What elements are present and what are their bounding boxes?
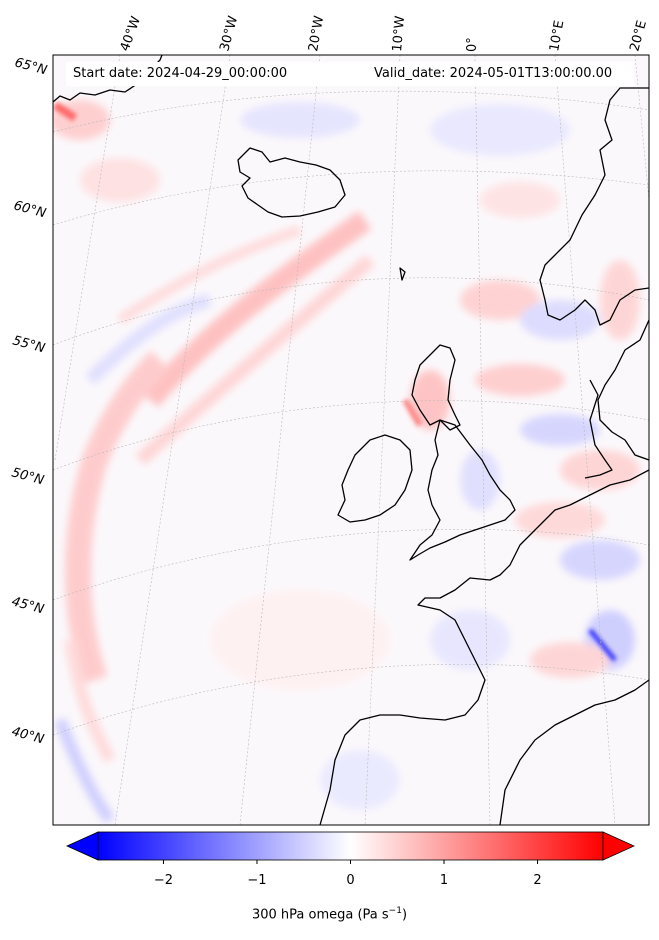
continent-coast [319,469,649,825]
omega-field [53,100,640,824]
longitude-labels: 40°W 30°W 20°W 10°W 0° 10°E 20°E [118,14,650,53]
lat-label: 60°N [12,198,48,221]
colorbar-max-extend [602,831,635,861]
map-frame [52,54,650,826]
lon-label: 10°W [390,15,408,52]
lon-label: 20°W [306,15,327,53]
norway-coast [539,87,649,326]
colorbar-tick-label: 0 [346,873,354,888]
colorbar-title-exponent: −1 [388,906,402,916]
lon-label: 0° [465,37,480,52]
colorbar-ticks: −2 −1 0 1 2 [154,860,542,888]
colorbar-title: 300 hPa omega (Pa s−1) [0,906,659,922]
scotland-coast [411,344,461,431]
england-coast [409,419,516,561]
lat-label: 55°N [11,333,47,356]
colorbar-tick-label: −1 [247,873,266,888]
colorbar-min-extend [66,831,99,861]
lon-label: 40°W [118,14,144,53]
denmark-coast [584,379,613,479]
lat-label: 50°N [10,465,46,488]
coastlines [53,55,649,825]
iceland-coast [237,147,346,218]
start-date-label: Start date: 2024-04-29_00:00:00 [73,66,288,81]
colorbar-body [97,831,604,861]
colorbar-title-prefix: 300 hPa omega (Pa s [251,907,389,923]
lon-label: 10°E [547,19,567,52]
header-band [66,62,634,86]
colorbar-tick-label: 2 [533,873,541,888]
valid-date-label: Valid_date: 2024-05-01T13:00:00.00 [374,66,613,81]
lon-label: 20°E [627,19,650,53]
colorbar-tick-label: −2 [154,873,173,888]
omega-field-detail [53,101,617,662]
colorbar: −2 −1 0 1 2 [66,831,635,888]
lat-label: 45°N [10,594,46,617]
graticule [53,55,649,825]
colorbar-title-suffix: ) [401,907,408,923]
faroes-coast [399,267,406,281]
lon-label: 30°W [217,14,241,53]
iberia-east-coast [499,679,649,825]
lat-label: 40°N [10,724,46,747]
ireland-coast [337,434,413,523]
colorbar-tick-label: 1 [440,873,448,888]
latitude-labels: 65°N 60°N 55°N 50°N 45°N 40°N [10,55,49,747]
map-panel [53,55,649,825]
lat-label: 65°N [13,55,49,78]
scandinavia-coast [597,319,649,461]
